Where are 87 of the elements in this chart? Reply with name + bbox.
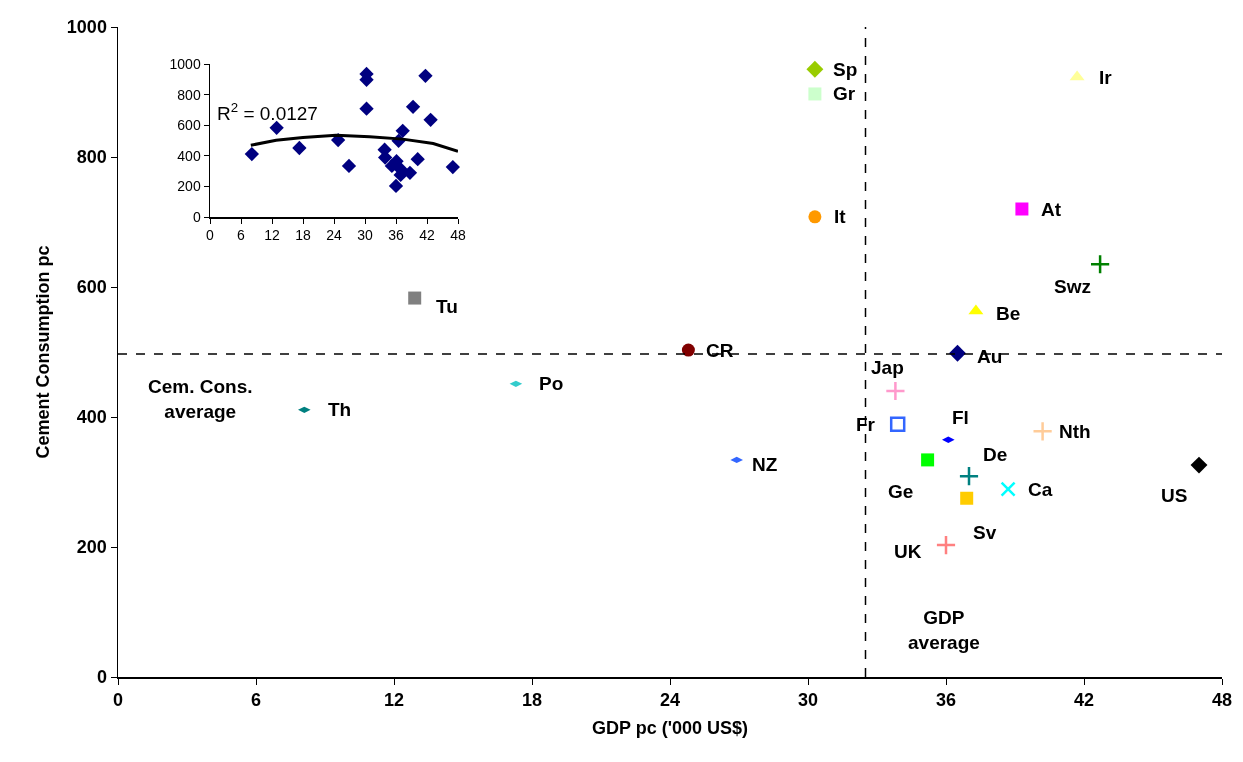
series-label: Fl <box>952 407 969 428</box>
series-label: Be <box>996 303 1021 324</box>
x-tick-label: 24 <box>659 690 681 711</box>
x-tick-label: 0 <box>112 690 124 711</box>
y-axis-title: Cement Consumption pc <box>33 245 54 459</box>
point <box>269 120 284 135</box>
y-tick-label: 400 <box>76 407 107 428</box>
y-tick-label: 1000 <box>169 55 201 72</box>
x-tick-label: 6 <box>250 690 262 711</box>
annotation: R$^{2}$ = 0.0127 <box>217 100 318 124</box>
series-label: Fr <box>856 414 876 435</box>
y-tick-label: 600 <box>177 117 201 134</box>
series-label: Sv <box>973 522 997 543</box>
y-tick-label: 800 <box>76 147 107 168</box>
point <box>292 140 307 156</box>
x-tick-label: 48 <box>450 227 466 244</box>
x-tick-label: 18 <box>295 227 311 244</box>
x-tick-label: 12 <box>264 227 280 244</box>
point <box>889 416 906 432</box>
x-tick-label: 18 <box>521 690 543 711</box>
x-tick-label: 6 <box>237 227 246 244</box>
series-label: US <box>1161 485 1188 506</box>
series-label: Ca <box>1028 479 1053 500</box>
y-tick-label: 600 <box>76 277 107 298</box>
point <box>244 146 259 162</box>
point <box>681 343 695 357</box>
point <box>1089 253 1111 275</box>
point <box>395 123 410 139</box>
series-label: De <box>983 444 1008 465</box>
x-tick-label: 42 <box>419 227 435 244</box>
x-tick-label: 24 <box>326 227 342 244</box>
y-tick-label: 200 <box>177 178 201 195</box>
x-tick-label: 48 <box>1211 690 1233 711</box>
series-label: Sp <box>833 59 858 80</box>
y-tick-label: 200 <box>76 537 107 558</box>
series-label: Gr <box>833 83 856 104</box>
point <box>388 178 404 194</box>
x-tick-label: 36 <box>935 690 957 711</box>
series-label: UK <box>894 541 922 562</box>
point <box>1190 456 1208 474</box>
x-axis-title: GDP pc ('000 US$) <box>591 717 749 738</box>
point <box>1032 420 1053 442</box>
point <box>408 291 422 305</box>
ref-line-label: Cem. Cons. average <box>148 376 253 422</box>
point <box>423 112 438 127</box>
point <box>958 465 980 487</box>
series-label: Jap <box>871 357 904 378</box>
series-label: CR <box>706 340 734 361</box>
point <box>1015 202 1029 216</box>
point <box>935 534 957 556</box>
point <box>960 491 974 505</box>
point <box>808 210 822 224</box>
series-label: Ir <box>1099 67 1113 88</box>
point <box>405 99 421 114</box>
x-tick-label: 30 <box>357 227 373 244</box>
point <box>359 101 374 116</box>
x-tick-label: 30 <box>797 690 819 711</box>
point <box>808 87 822 101</box>
point <box>885 380 906 402</box>
x-tick-label: 0 <box>206 227 215 244</box>
series-label: Au <box>977 346 1003 367</box>
series-label: At <box>1041 199 1062 220</box>
point <box>1000 481 1016 497</box>
series-label: Swz <box>1054 276 1091 297</box>
point <box>341 158 357 174</box>
y-tick-label: 0 <box>192 208 201 225</box>
x-tick-label: 12 <box>383 690 405 711</box>
point <box>445 159 460 175</box>
point <box>949 344 966 362</box>
point <box>921 453 935 467</box>
x-tick-label: 36 <box>388 227 404 244</box>
x-tick-label: 42 <box>1073 690 1095 711</box>
series-label: NZ <box>752 454 778 475</box>
y-tick-label: 0 <box>96 667 107 688</box>
y-tick-label: 800 <box>177 86 201 103</box>
y-tick-label: 400 <box>177 147 201 164</box>
series-label: Ge <box>888 481 914 502</box>
series-label: It <box>834 206 847 227</box>
point <box>806 60 824 78</box>
point <box>410 152 425 167</box>
series-label: Nth <box>1059 421 1091 442</box>
ref-line-label: GDP average <box>908 607 980 653</box>
point <box>418 68 433 83</box>
series-label: Th <box>328 399 352 420</box>
series-label: Tu <box>436 296 458 317</box>
series-label: Po <box>539 373 564 394</box>
y-tick-label: 1000 <box>66 17 107 38</box>
